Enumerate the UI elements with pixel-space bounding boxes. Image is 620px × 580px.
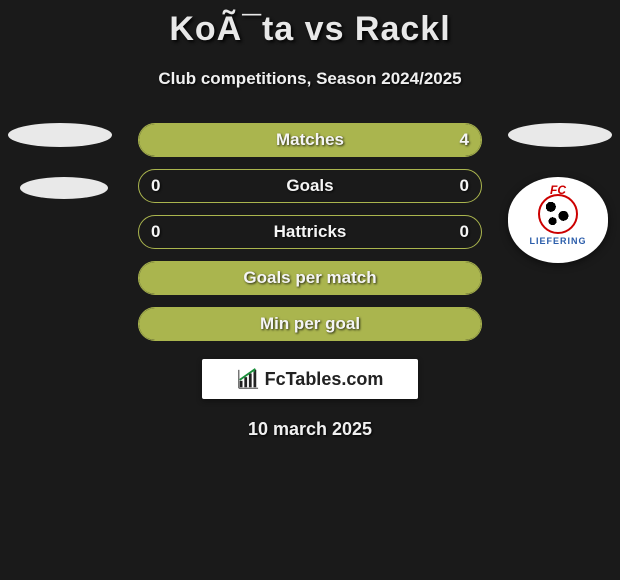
stat-label: Goals per match bbox=[243, 268, 376, 288]
stat-label: Matches bbox=[276, 130, 344, 150]
soccer-ball-icon bbox=[538, 194, 578, 234]
decor-ellipse bbox=[20, 177, 108, 199]
stat-label: Min per goal bbox=[260, 314, 360, 334]
branding-badge: FcTables.com bbox=[202, 359, 418, 399]
stat-value-right: 4 bbox=[460, 130, 469, 150]
stat-value-left: 0 bbox=[151, 222, 160, 242]
stat-label: Goals bbox=[286, 176, 333, 196]
decor-ellipse bbox=[508, 123, 612, 147]
subtitle: Club competitions, Season 2024/2025 bbox=[0, 69, 620, 89]
left-player-decor bbox=[8, 123, 112, 199]
branding-text: FcTables.com bbox=[265, 369, 384, 390]
stat-row: Matches 4 bbox=[138, 123, 482, 157]
stat-rows: Matches 4 0 Goals 0 0 Hattricks 0 Goals per matc… bbox=[138, 123, 482, 341]
stat-row: 0 Goals 0 bbox=[138, 169, 482, 203]
stat-value-right: 0 bbox=[460, 176, 469, 196]
stat-value-left: 0 bbox=[151, 176, 160, 196]
bar-chart-icon bbox=[237, 368, 259, 390]
stat-label: Hattricks bbox=[274, 222, 347, 242]
stats-section: FC LIEFERING Matches 4 0 Goals 0 0 Hattricks 0 G… bbox=[0, 123, 620, 440]
stat-row: Goals per match bbox=[138, 261, 482, 295]
date-text: 10 march 2025 bbox=[0, 419, 620, 440]
decor-ellipse bbox=[8, 123, 112, 147]
stat-row: Min per goal bbox=[138, 307, 482, 341]
page-title: KoÃ¯ta vs Rackl bbox=[0, 0, 620, 49]
stat-value-right: 0 bbox=[460, 222, 469, 242]
stat-row: 0 Hattricks 0 bbox=[138, 215, 482, 249]
right-player-decor: FC LIEFERING bbox=[508, 123, 612, 263]
club-badge: FC LIEFERING bbox=[508, 177, 608, 263]
club-badge-name: LIEFERING bbox=[529, 236, 586, 246]
